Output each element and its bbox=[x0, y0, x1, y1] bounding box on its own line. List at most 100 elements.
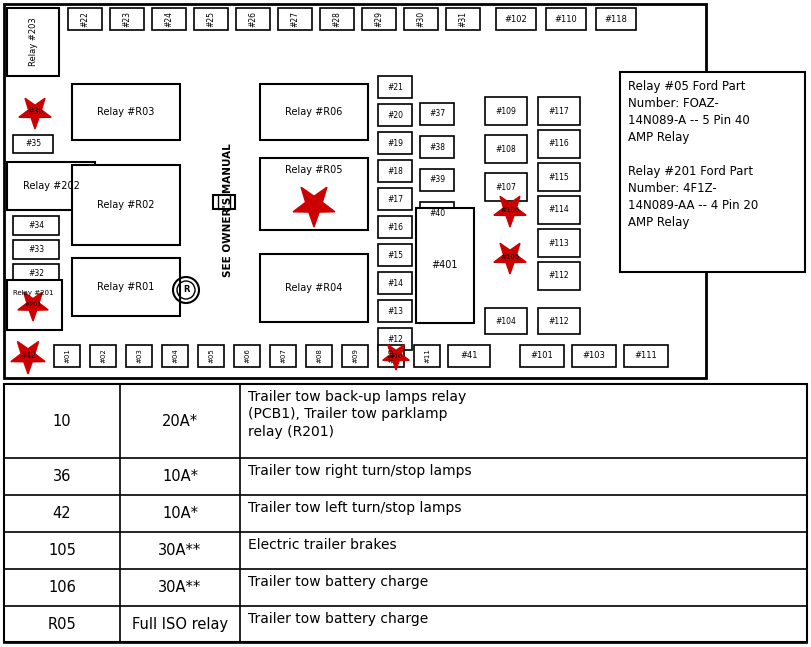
Text: #02: #02 bbox=[100, 349, 106, 364]
Text: 42: 42 bbox=[53, 506, 71, 521]
Bar bbox=[68, 8, 102, 30]
Text: #117: #117 bbox=[548, 107, 569, 116]
Text: #05: #05 bbox=[208, 349, 214, 364]
Text: #07: #07 bbox=[280, 349, 286, 364]
Text: #401: #401 bbox=[431, 260, 458, 270]
Text: 30A**: 30A** bbox=[158, 580, 202, 595]
Text: Trailer tow right turn/stop lamps: Trailer tow right turn/stop lamps bbox=[248, 464, 472, 478]
Bar bbox=[198, 345, 224, 367]
Text: #40: #40 bbox=[429, 208, 445, 217]
Text: #111: #111 bbox=[635, 351, 658, 360]
Bar bbox=[260, 84, 368, 140]
Polygon shape bbox=[19, 98, 51, 129]
Text: #105: #105 bbox=[500, 254, 520, 260]
Text: Relay #R06: Relay #R06 bbox=[285, 107, 343, 117]
Text: #10: #10 bbox=[388, 349, 394, 364]
Text: #110: #110 bbox=[555, 14, 577, 23]
Polygon shape bbox=[293, 187, 335, 227]
Text: Relay #R02: Relay #R02 bbox=[97, 200, 155, 210]
Bar bbox=[420, 202, 454, 224]
Bar bbox=[362, 8, 396, 30]
Text: Trailer tow back-up lamps relay
(PCB1), Trailer tow parklamp
relay (R201): Trailer tow back-up lamps relay (PCB1), … bbox=[248, 390, 466, 439]
Text: #14: #14 bbox=[387, 278, 403, 287]
Bar bbox=[538, 130, 580, 158]
Text: #16: #16 bbox=[387, 223, 403, 232]
Bar bbox=[7, 8, 59, 76]
Text: #39: #39 bbox=[429, 175, 445, 184]
Bar bbox=[496, 8, 536, 30]
Text: #25: #25 bbox=[207, 11, 216, 27]
Text: Relay #R01: Relay #R01 bbox=[97, 282, 155, 292]
Bar bbox=[378, 132, 412, 154]
Bar bbox=[378, 272, 412, 294]
Text: Relay #R03: Relay #R03 bbox=[97, 107, 155, 117]
Bar bbox=[538, 229, 580, 257]
Bar bbox=[378, 345, 404, 367]
Text: #09: #09 bbox=[352, 349, 358, 364]
Text: Trailer tow battery charge: Trailer tow battery charge bbox=[248, 612, 428, 626]
Bar bbox=[485, 308, 527, 334]
Bar bbox=[538, 196, 580, 224]
Bar bbox=[404, 8, 438, 30]
Text: #103: #103 bbox=[582, 351, 606, 360]
Text: #201: #201 bbox=[24, 303, 41, 307]
Text: #101: #101 bbox=[530, 351, 553, 360]
Text: #42: #42 bbox=[20, 351, 36, 360]
Text: #106: #106 bbox=[500, 207, 520, 213]
Bar bbox=[72, 84, 180, 140]
Text: Full ISO relay: Full ISO relay bbox=[132, 617, 228, 632]
Bar bbox=[4, 4, 706, 378]
Text: #15: #15 bbox=[387, 250, 403, 259]
Bar bbox=[572, 345, 616, 367]
Text: Relay #202: Relay #202 bbox=[23, 181, 79, 191]
Polygon shape bbox=[383, 345, 410, 370]
Bar bbox=[260, 158, 368, 230]
Text: R05: R05 bbox=[48, 617, 76, 632]
Text: 106: 106 bbox=[48, 580, 76, 595]
Bar bbox=[13, 240, 59, 259]
Text: #19: #19 bbox=[387, 138, 403, 148]
Text: #114: #114 bbox=[548, 206, 569, 215]
Bar bbox=[538, 262, 580, 290]
Text: #17: #17 bbox=[387, 195, 403, 204]
Text: #29: #29 bbox=[375, 11, 384, 27]
Text: #12: #12 bbox=[387, 334, 403, 344]
Text: #22: #22 bbox=[80, 11, 89, 27]
Bar bbox=[420, 103, 454, 125]
Text: #33: #33 bbox=[28, 245, 44, 254]
Bar bbox=[13, 216, 59, 235]
Text: SEE OWNER'S MANUAL: SEE OWNER'S MANUAL bbox=[223, 143, 233, 277]
Text: Relay #R04: Relay #R04 bbox=[285, 283, 343, 293]
Text: #36: #36 bbox=[27, 107, 43, 116]
Bar bbox=[446, 8, 480, 30]
Text: #107: #107 bbox=[496, 182, 517, 192]
Bar bbox=[485, 97, 527, 125]
Text: #08: #08 bbox=[316, 349, 322, 364]
Bar bbox=[416, 208, 474, 323]
Text: #30: #30 bbox=[417, 11, 426, 27]
Bar bbox=[378, 160, 412, 182]
Bar bbox=[378, 244, 412, 266]
Polygon shape bbox=[494, 196, 526, 227]
Bar bbox=[378, 104, 412, 126]
Bar bbox=[234, 345, 260, 367]
Text: #13: #13 bbox=[387, 307, 403, 316]
Text: #35: #35 bbox=[25, 140, 41, 149]
Text: 105: 105 bbox=[48, 543, 76, 558]
Text: Relay #203: Relay #203 bbox=[28, 17, 37, 67]
Bar bbox=[546, 8, 586, 30]
Text: Relay #R05: Relay #R05 bbox=[285, 165, 343, 175]
Text: #24: #24 bbox=[165, 11, 174, 27]
Bar bbox=[520, 345, 564, 367]
Bar bbox=[72, 165, 180, 245]
Text: #112: #112 bbox=[549, 316, 569, 325]
Text: #34: #34 bbox=[28, 221, 44, 230]
Text: #23: #23 bbox=[122, 11, 131, 27]
Bar bbox=[4, 384, 807, 642]
Bar bbox=[54, 345, 80, 367]
Text: Electric trailer brakes: Electric trailer brakes bbox=[248, 538, 397, 552]
Text: 20A*: 20A* bbox=[162, 413, 198, 428]
Text: #112: #112 bbox=[549, 272, 569, 281]
Bar bbox=[378, 328, 412, 350]
Bar bbox=[236, 8, 270, 30]
